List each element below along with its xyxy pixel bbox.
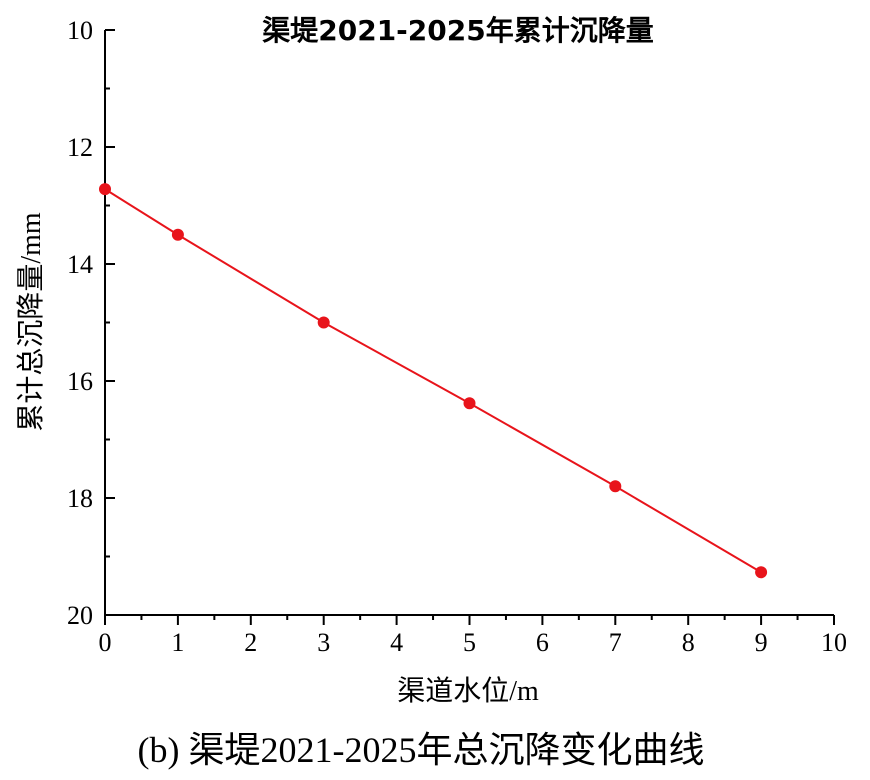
data-point [99,183,111,196]
x-tick-label: 2 [244,628,257,657]
data-point [609,480,622,493]
y-tick-label: 18 [67,484,93,513]
y-axis-title: 累计总沉降量/mm [15,212,47,432]
x-tick-label: 3 [317,628,330,657]
x-tick-label: 5 [463,628,476,657]
y-tick-label: 10 [67,16,93,45]
x-tick-label: 7 [609,628,622,657]
y-tick-label: 20 [67,601,93,630]
x-tick-label: 0 [99,628,112,657]
x-tick-label: 10 [821,628,847,657]
x-tick-label: 4 [390,628,403,657]
y-tick-label: 16 [67,367,93,396]
y-tick-label: 12 [67,133,93,162]
x-tick-label: 1 [171,628,184,657]
y-tick-label: 14 [67,250,93,279]
data-point [755,566,768,579]
data-point [463,397,476,410]
chart-title: 渠堤2021-2025年累计沉降量 [262,14,653,47]
x-tick-label: 6 [536,628,549,657]
axes [104,30,834,616]
data-point [171,228,184,241]
data-point [317,316,330,329]
x-axis-title: 渠道水位/m [397,675,539,707]
series-layer [99,183,768,579]
x-tick-label: 8 [682,628,695,657]
x-tick-label: 9 [755,628,768,657]
series-line [104,188,762,574]
figure-caption: (b) 渠堤2021-2025年总沉降变化曲线 [138,730,705,770]
